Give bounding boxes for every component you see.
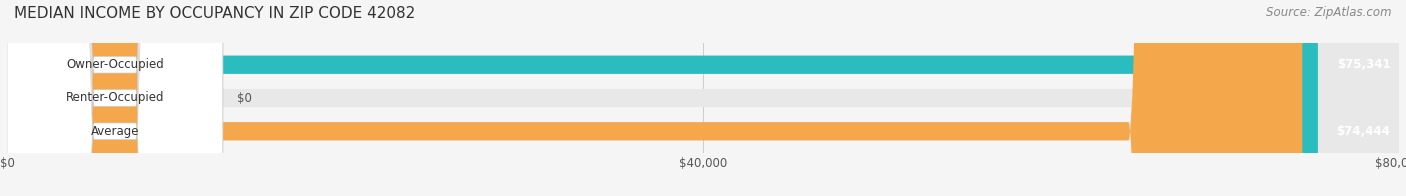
Text: $0: $0 bbox=[236, 92, 252, 104]
FancyBboxPatch shape bbox=[7, 0, 222, 196]
Text: $75,341: $75,341 bbox=[1337, 58, 1391, 71]
FancyBboxPatch shape bbox=[7, 0, 1399, 196]
Text: MEDIAN INCOME BY OCCUPANCY IN ZIP CODE 42082: MEDIAN INCOME BY OCCUPANCY IN ZIP CODE 4… bbox=[14, 6, 415, 21]
Text: Average: Average bbox=[90, 125, 139, 138]
Text: $74,444: $74,444 bbox=[1336, 125, 1391, 138]
FancyBboxPatch shape bbox=[7, 0, 1302, 196]
Text: Owner-Occupied: Owner-Occupied bbox=[66, 58, 163, 71]
FancyBboxPatch shape bbox=[7, 0, 222, 196]
FancyBboxPatch shape bbox=[7, 0, 1317, 196]
FancyBboxPatch shape bbox=[7, 0, 1399, 196]
Text: Renter-Occupied: Renter-Occupied bbox=[66, 92, 165, 104]
FancyBboxPatch shape bbox=[7, 0, 222, 196]
Text: Source: ZipAtlas.com: Source: ZipAtlas.com bbox=[1267, 6, 1392, 19]
FancyBboxPatch shape bbox=[7, 0, 1399, 196]
